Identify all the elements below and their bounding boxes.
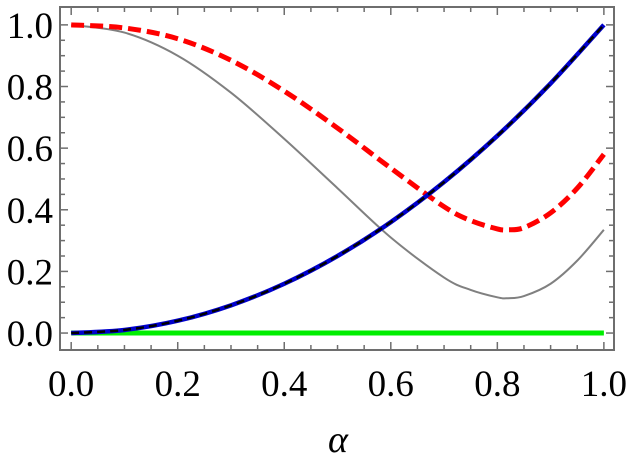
x-tick-label: 0.0 <box>48 364 94 405</box>
plot-frame <box>59 6 615 351</box>
series-line-2-overlay <box>71 24 605 335</box>
x-axis-label: α <box>328 419 349 461</box>
tick-labels: 0.0 0.2 0.4 0.6 0.8 1.0 0.0 0.2 0.4 0.6 0.8 1.0 <box>7 6 627 405</box>
series-line-2 <box>71 23 606 336</box>
x-tick-label: 1.0 <box>581 364 627 405</box>
x-tick-label: 0.2 <box>155 364 201 405</box>
y-tick-label: 0.8 <box>7 68 53 109</box>
ticks-layer <box>60 7 614 350</box>
series-line-1 <box>71 22 606 233</box>
y-tick-label: 0.2 <box>7 252 53 293</box>
x-tick-label: 0.4 <box>261 364 307 405</box>
series-line-0 <box>71 23 605 300</box>
x-tick-label: 0.6 <box>368 364 414 405</box>
y-tick-label: 0.6 <box>7 129 53 170</box>
series-layer <box>71 22 606 336</box>
y-tick-label: 0.4 <box>7 191 53 232</box>
y-tick-label: 0.0 <box>7 314 53 355</box>
x-tick-label: 0.8 <box>474 364 520 405</box>
y-tick-label: 1.0 <box>7 6 53 47</box>
